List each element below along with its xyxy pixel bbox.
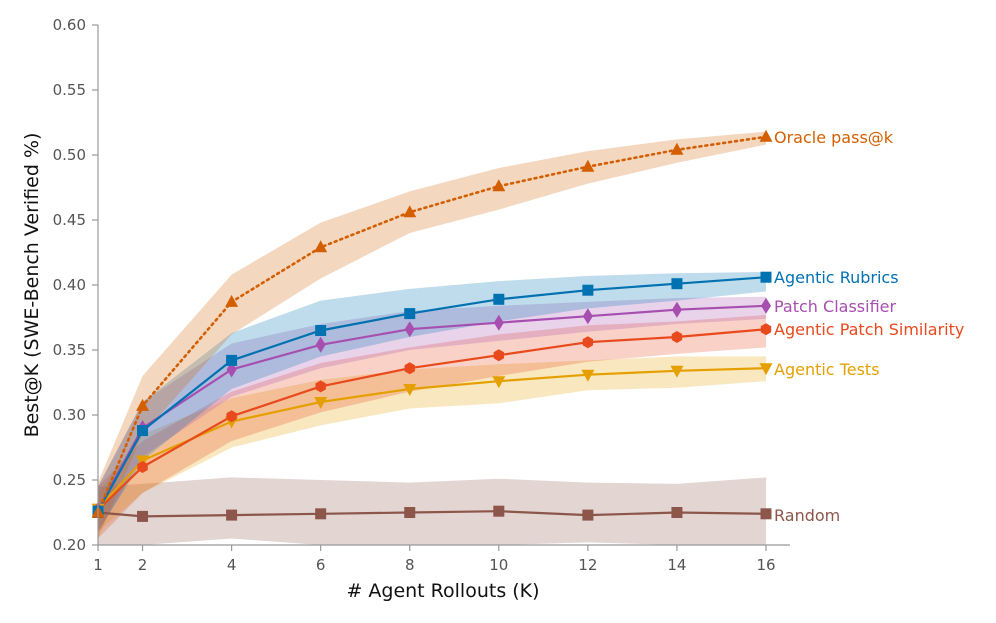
agentic-tests-marker: [403, 384, 417, 396]
y-tick-label: 0.30: [53, 406, 86, 424]
x-tick-label: 6: [316, 556, 326, 574]
y-tick-label: 0.35: [53, 341, 86, 359]
patch-classifier-marker: [671, 301, 682, 318]
patch-classifier-marker: [582, 308, 593, 325]
oracle-pass-k-marker: [225, 294, 239, 307]
oracle-pass-k-label: Oracle pass@k: [774, 128, 894, 147]
oracle-pass-k-marker: [136, 398, 150, 411]
agentic-rubrics-marker: [582, 284, 594, 296]
agentic-rubrics-marker: [760, 271, 772, 283]
x-tick-label: 1: [93, 556, 103, 574]
random-marker: [404, 507, 416, 518]
y-tick-label: 0.20: [53, 536, 86, 554]
agentic-patch-similarity-marker: [671, 331, 683, 343]
agentic-rubrics-label: Agentic Rubrics: [774, 268, 899, 287]
agentic-tests-marker: [492, 376, 506, 389]
y-tick-label: 0.45: [53, 211, 86, 229]
random-marker: [315, 508, 327, 520]
agentic-tests-marker: [759, 363, 773, 376]
x-tick-label: 4: [227, 556, 237, 574]
random-marker: [671, 507, 683, 518]
patch-classifier-marker: [493, 314, 504, 331]
patch-classifier-marker: [315, 336, 326, 353]
agentic-patch-similarity-marker: [137, 461, 148, 473]
x-tick-label: 10: [489, 556, 508, 574]
agentic-patch-similarity-marker: [226, 410, 237, 423]
agentic-patch-similarity-marker: [760, 323, 772, 336]
agentic-patch-similarity-marker: [493, 349, 504, 362]
x-tick-label: 16: [756, 556, 775, 574]
x-tick-label: 14: [667, 556, 686, 574]
y-tick-label: 0.60: [53, 16, 86, 34]
oracle-pass-k-marker: [670, 142, 684, 155]
random-marker: [760, 508, 772, 520]
oracle-pass-k-marker: [403, 205, 417, 218]
agentic-rubrics-marker: [315, 325, 327, 336]
y-axis-title: Best@K (SWE-Bench Verified %): [21, 133, 43, 438]
agentic-rubrics-marker: [137, 425, 149, 437]
oracle-pass-k-marker: [581, 159, 595, 172]
agentic-rubrics-band: [98, 272, 766, 532]
agentic-rubrics-marker: [404, 308, 416, 320]
agentic-patch-similarity-label: Agentic Patch Similarity: [774, 320, 964, 339]
agentic-patch-similarity-marker: [582, 336, 594, 349]
agentic-patch-similarity-marker: [315, 380, 326, 393]
agentic-rubrics-marker: [493, 293, 505, 305]
patch-classifier-marker: [404, 321, 415, 338]
random-marker: [137, 510, 149, 522]
oracle-pass-k-band: [98, 131, 766, 539]
random-marker: [226, 509, 238, 521]
agentic-tests-label: Agentic Tests: [774, 360, 880, 379]
oracle-pass-k-marker: [492, 179, 506, 192]
agentic-tests-band: [98, 356, 766, 532]
x-tick-label: 8: [405, 556, 415, 574]
x-tick-label: 2: [138, 556, 148, 574]
agentic-patch-similarity-marker: [404, 362, 415, 375]
agentic-rubrics-marker: [671, 278, 683, 290]
y-tick-label: 0.50: [53, 146, 86, 164]
agentic-rubrics-marker: [226, 354, 238, 366]
random-marker: [582, 509, 594, 521]
patch-classifier-marker: [761, 297, 771, 314]
agentic-tests-marker: [314, 397, 328, 409]
patch-classifier-label: Patch Classifier: [774, 297, 896, 316]
y-ticks: 0.20 0.25 0.30 0.35 0.40 0.45 0.50 0.55 0.60: [53, 16, 98, 554]
agentic-tests-marker: [670, 365, 684, 378]
agentic-tests-marker: [581, 369, 595, 382]
series-labels: Random Agentic Tests Agentic Patch Similar…: [774, 128, 964, 525]
x-ticks: 1 2 4 6 8 10 12 14 16: [93, 545, 776, 574]
x-axis-title: # Agent Rollouts (K): [346, 580, 539, 602]
y-tick-label: 0.40: [53, 276, 86, 294]
patch-classifier-band: [98, 296, 766, 532]
y-tick-label: 0.25: [53, 471, 86, 489]
random-marker: [493, 505, 505, 517]
oracle-pass-k-marker: [759, 129, 773, 142]
y-tick-label: 0.55: [53, 81, 86, 99]
oracle-pass-k-marker: [314, 240, 328, 253]
x-tick-label: 12: [578, 556, 597, 574]
random-label: Random: [774, 506, 840, 525]
